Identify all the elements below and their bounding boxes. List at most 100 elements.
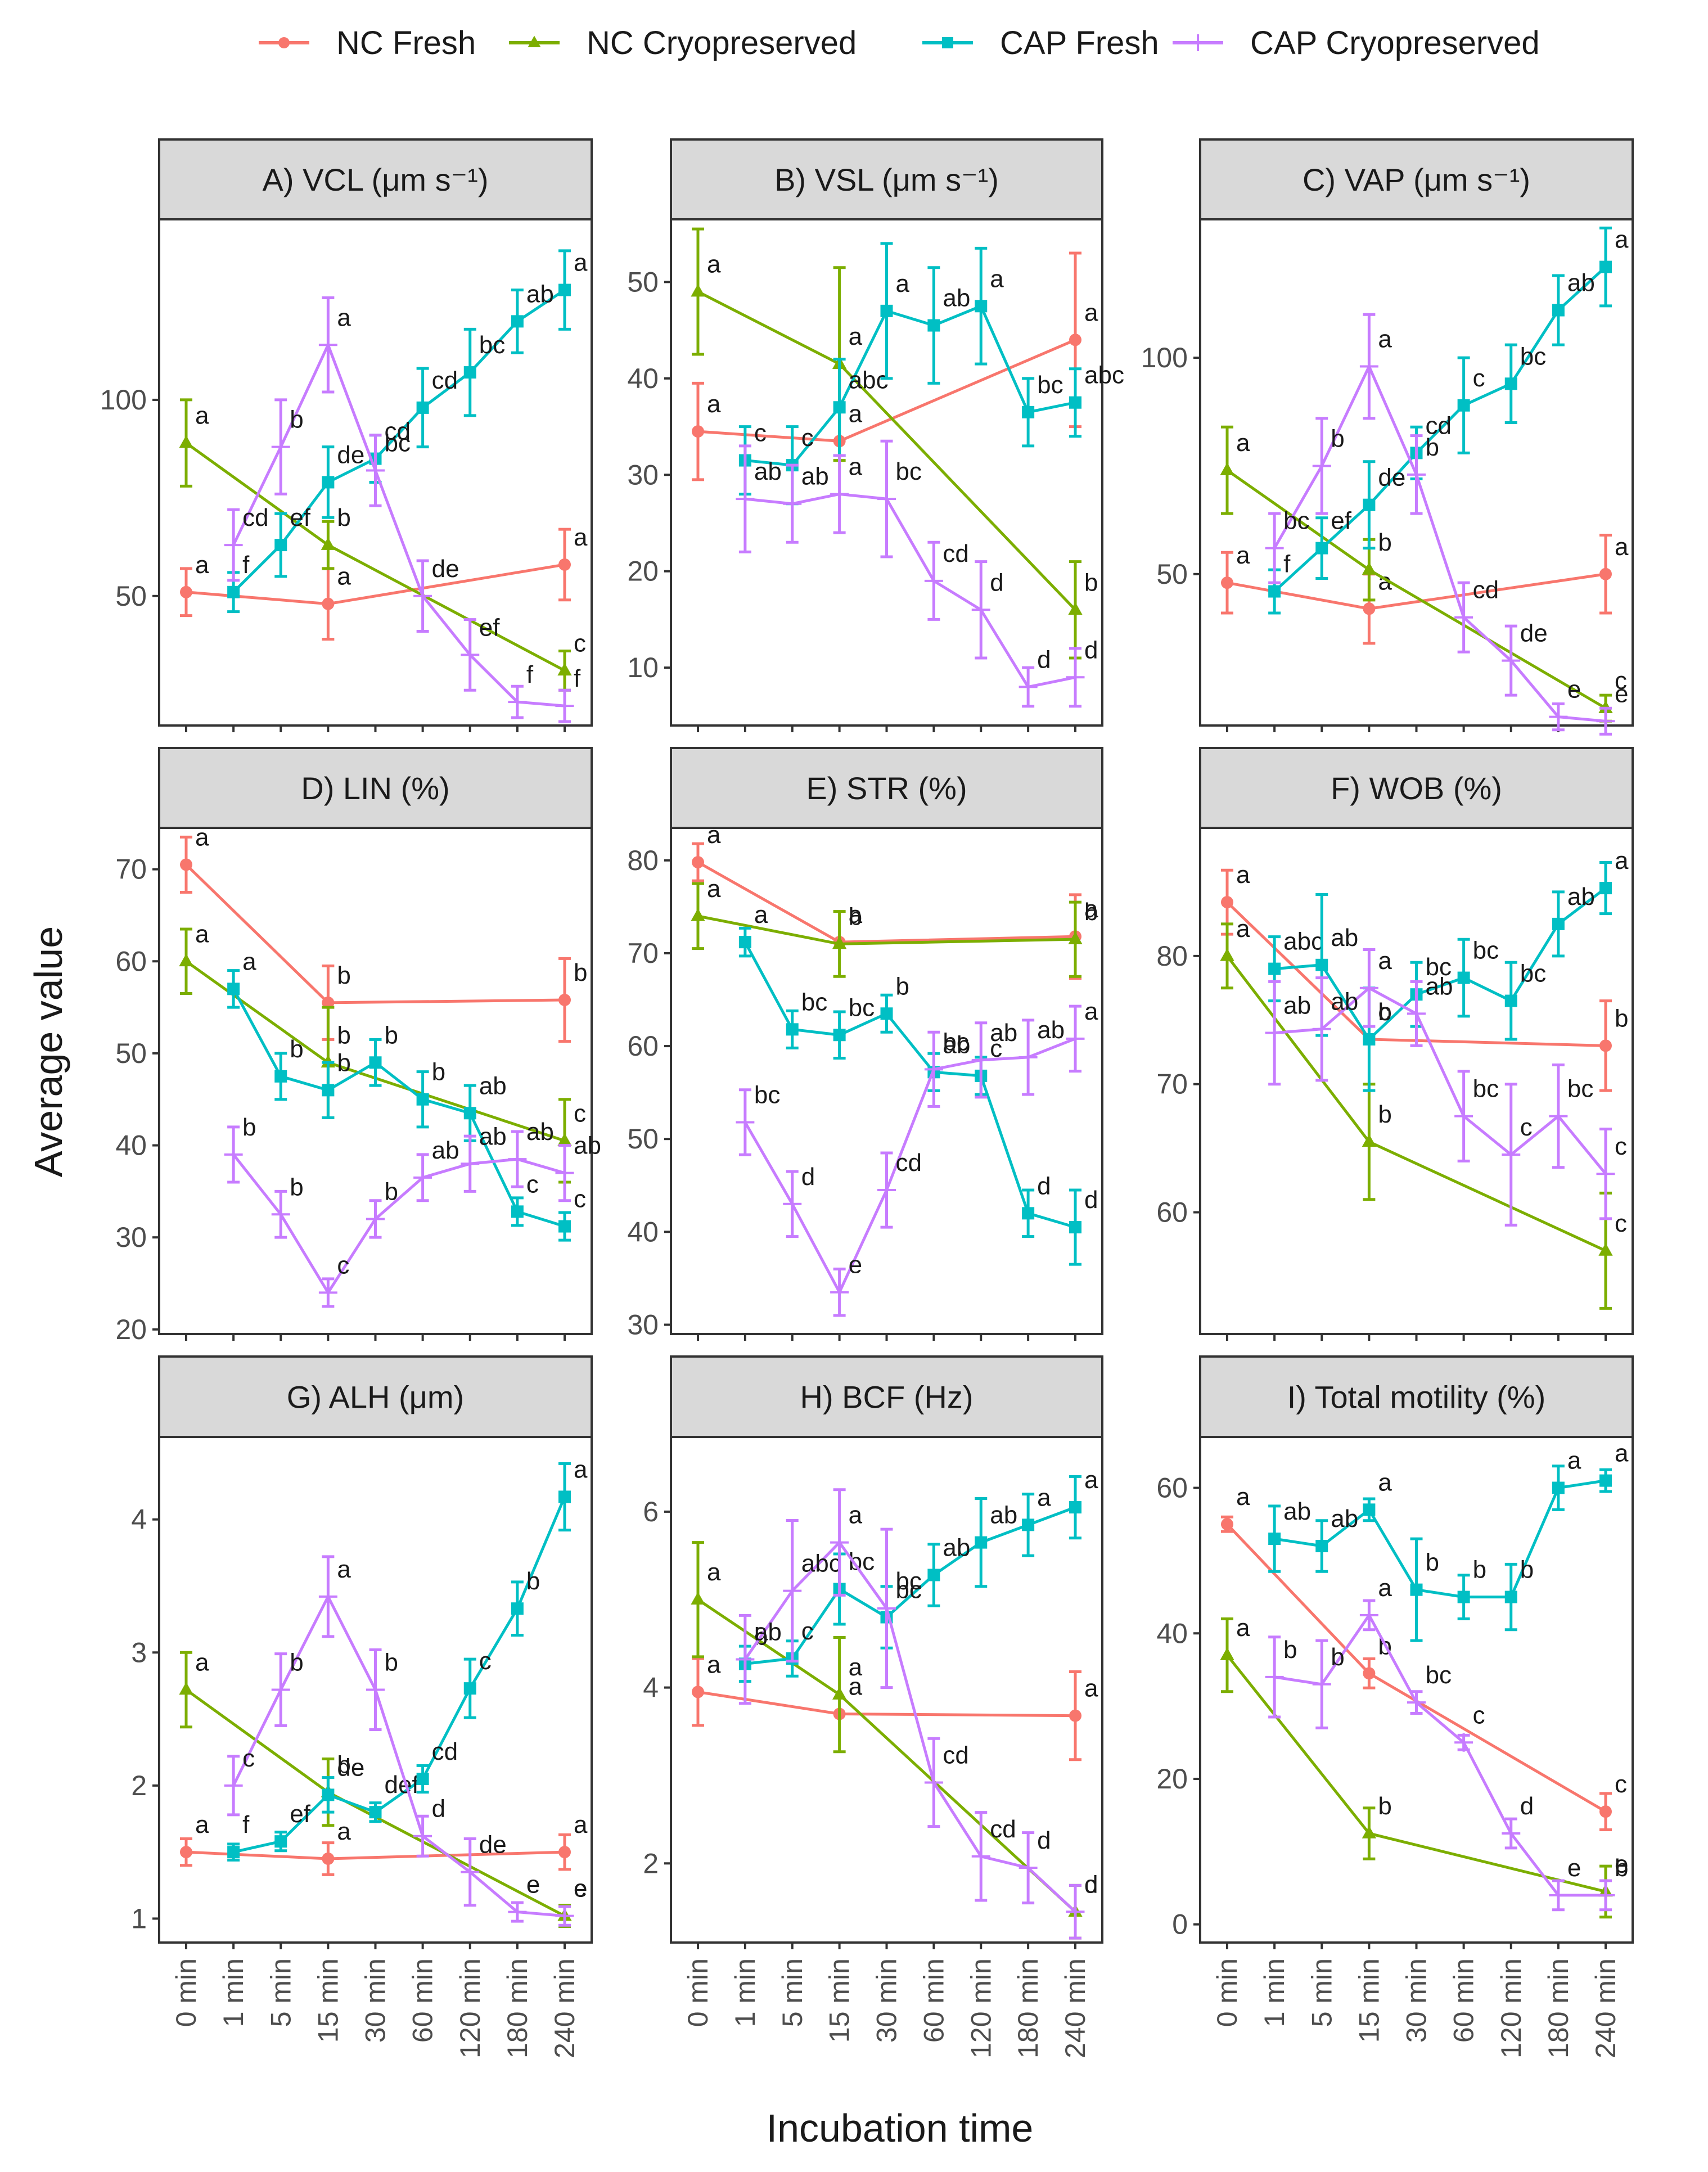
significance-label-cap-cryopreserved: e xyxy=(1615,680,1628,708)
significance-label-cap-fresh: bc xyxy=(1520,343,1546,370)
significance-label-cap-fresh: c xyxy=(801,424,814,452)
data-point-cap-cryopreserved xyxy=(971,1051,990,1070)
significance-label-cap-fresh: ab xyxy=(479,1072,507,1099)
significance-label-cap-fresh: ab xyxy=(1283,1498,1311,1525)
panel-i-xtick-label-7: 180 min xyxy=(1543,1958,1574,2058)
data-point-cap-fresh xyxy=(1363,1503,1376,1516)
panel-e-series-nc-cryopreserved: ab b xyxy=(691,875,1098,978)
data-point-cap-fresh xyxy=(1552,1481,1565,1494)
series-line-cap-cryopreserved xyxy=(232,1593,565,1918)
significance-label-cap-cryopreserved: bc xyxy=(1567,1075,1593,1103)
series-line-cap-cryopreserved xyxy=(1274,1612,1606,1897)
significance-label-cap-fresh: a xyxy=(1567,1447,1581,1475)
data-point-cap-cryopreserved xyxy=(1359,1606,1378,1625)
significance-label-cap-cryopreserved: a xyxy=(1378,1574,1392,1602)
significance-label-nc-cryopreserved: a xyxy=(849,323,863,350)
panel-h-xtick-label-2: 5 min xyxy=(777,1958,808,2027)
panel-c-header xyxy=(1199,138,1634,220)
panel-g-xtick-label-2: 5 min xyxy=(265,1958,296,2027)
significance-label-cap-fresh: b xyxy=(290,1035,303,1063)
panel-h-plot-area xyxy=(670,1436,1103,1944)
panel-b-title: B) VSL (μm s⁻¹) xyxy=(774,162,999,197)
significance-label-nc-fresh: a xyxy=(337,563,351,591)
data-point-cap-fresh xyxy=(322,1084,335,1097)
data-point-cap-fresh xyxy=(1552,917,1565,930)
data-point-cap-fresh xyxy=(274,1835,287,1848)
panel-h-xtick-label-4: 30 min xyxy=(871,1958,903,2043)
data-point-cap-fresh xyxy=(880,1007,893,1020)
data-point-cap-cryopreserved xyxy=(224,535,243,555)
panel-g-ytick-label-4: 4 xyxy=(131,1504,147,1535)
significance-label-cap-cryopreserved: e xyxy=(526,1871,540,1899)
data-point-cap-cryopreserved xyxy=(1019,677,1038,696)
panel-i-xtick-label-6: 120 min xyxy=(1495,1958,1527,2058)
data-point-nc-fresh xyxy=(322,1852,335,1865)
significance-label-cap-cryopreserved: b xyxy=(385,1178,398,1205)
significance-label-cap-cryopreserved: c xyxy=(1615,1133,1627,1160)
panel-h-ytick-label-6: 6 xyxy=(643,1496,659,1527)
significance-label-cap-cryopreserved: ab xyxy=(432,1137,459,1164)
data-point-cap-cryopreserved xyxy=(830,485,849,504)
significance-label-cap-cryopreserved: ab xyxy=(1331,988,1358,1016)
significance-label-cap-cryopreserved: a xyxy=(337,1556,351,1583)
significance-label-nc-fresh: b xyxy=(574,959,587,986)
panel-i-plot-area xyxy=(1199,1436,1634,1944)
data-point-nc-cryopreserved xyxy=(1362,1826,1377,1838)
data-point-nc-cryopreserved xyxy=(321,537,336,550)
series-line-cap-fresh xyxy=(1274,887,1607,1042)
panel-i-xtick-label-3: 15 min xyxy=(1353,1958,1385,2043)
data-point-nc-cryopreserved xyxy=(832,1687,847,1700)
significance-label-cap-fresh: b xyxy=(337,1049,350,1076)
panel-g-ytick-label-2: 2 xyxy=(131,1770,147,1801)
significance-label-nc-cryopreserved: a xyxy=(1236,915,1250,943)
significance-label-cap-cryopreserved: d xyxy=(1084,636,1098,664)
data-point-nc-fresh xyxy=(1599,567,1612,580)
significance-label-nc-fresh: a xyxy=(1236,1483,1250,1511)
significance-label-cap-cryopreserved: b xyxy=(1331,1643,1344,1671)
significance-label-nc-fresh: c xyxy=(1378,998,1390,1026)
data-point-cap-cryopreserved xyxy=(461,1154,480,1173)
significance-label-cap-cryopreserved: d xyxy=(1037,646,1051,673)
data-point-cap-cryopreserved xyxy=(461,1863,480,1882)
significance-label-nc-cryopreserved: a xyxy=(707,1558,721,1586)
data-point-cap-fresh xyxy=(416,401,429,414)
panel-f-series-nc-cryopreserved: abc xyxy=(1220,915,1627,1310)
data-point-nc-fresh xyxy=(1221,576,1233,589)
significance-label-cap-cryopreserved: c xyxy=(242,1745,255,1772)
panel-d-ytick-label-50: 50 xyxy=(115,1038,147,1069)
significance-label-cap-fresh: a xyxy=(990,265,1004,292)
significance-label-cap-cryopreserved: ab xyxy=(526,1118,554,1146)
significance-label-cap-fresh: cd xyxy=(432,1738,458,1765)
panel-d-header xyxy=(158,747,593,829)
panel-d-ytick-label-30: 30 xyxy=(115,1222,147,1253)
data-point-cap-cryopreserved xyxy=(318,1587,337,1606)
data-point-nc-cryopreserved xyxy=(1598,1243,1613,1256)
panel-c: C) VAP (μm s⁻¹)50100aaaabcfefdecdcbcabab… xyxy=(1141,138,1634,736)
significance-label-cap-fresh: b xyxy=(385,1021,398,1049)
data-point-cap-fresh xyxy=(416,1773,429,1786)
data-point-cap-cryopreserved xyxy=(1265,1024,1284,1043)
significance-label-nc-cryopreserved: e xyxy=(1615,1850,1628,1878)
data-point-cap-cryopreserved xyxy=(1596,1164,1615,1183)
data-point-cap-cryopreserved xyxy=(318,1283,337,1302)
data-point-cap-fresh xyxy=(1457,971,1470,984)
data-point-cap-cryopreserved xyxy=(508,692,527,711)
data-point-cap-cryopreserved xyxy=(1502,1824,1521,1843)
significance-label-nc-cryopreserved: a xyxy=(1236,1614,1250,1642)
data-point-cap-cryopreserved xyxy=(555,696,574,715)
panel-a-ytick-label-100: 100 xyxy=(100,384,147,416)
data-point-cap-cryopreserved xyxy=(1407,1693,1426,1712)
significance-label-cap-cryopreserved: bc xyxy=(943,1028,968,1056)
significance-label-cap-fresh: a xyxy=(754,901,768,929)
significance-label-cap-cryopreserved: bc xyxy=(385,430,411,457)
significance-label-nc-fresh: a xyxy=(195,551,209,579)
data-point-nc-cryopreserved xyxy=(557,663,572,676)
data-point-cap-fresh xyxy=(558,283,571,296)
significance-label-cap-cryopreserved: cd xyxy=(943,1741,968,1769)
panel-i-xtick-label-0: 0 min xyxy=(1211,1958,1243,2027)
data-point-cap-cryopreserved xyxy=(224,1145,243,1164)
